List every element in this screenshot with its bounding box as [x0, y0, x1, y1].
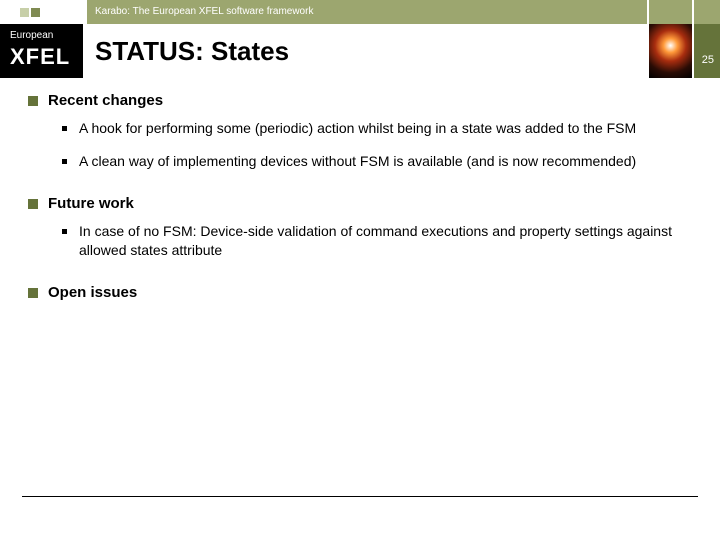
- logo-bottom-text: XFEL: [10, 44, 70, 70]
- section-title: Future work: [48, 195, 134, 212]
- logo-square-icon: [31, 8, 40, 17]
- page-number-bg: 25: [692, 24, 720, 78]
- item-text: In case of no FSM: Device-side validatio…: [79, 222, 692, 260]
- thumbnail-band: [647, 0, 692, 24]
- section-items: In case of no FSM: Device-side validatio…: [62, 222, 692, 260]
- dot-bullet-icon: [62, 229, 67, 234]
- section: Future work In case of no FSM: Device-si…: [28, 195, 692, 260]
- dot-bullet-icon: [62, 126, 67, 131]
- item-text: A hook for performing some (periodic) ac…: [79, 119, 636, 138]
- square-bullet-icon: [28, 199, 38, 209]
- thumbnail-image: [647, 24, 692, 78]
- logo: European XFEL: [0, 24, 85, 78]
- logo-accent: [0, 0, 85, 24]
- subtitle-band: Karabo: The European XFEL software frame…: [85, 0, 647, 24]
- section: Recent changes A hook for performing som…: [28, 92, 692, 171]
- section-title: Recent changes: [48, 92, 163, 109]
- section-header: Recent changes: [28, 92, 692, 109]
- section: Open issues: [28, 284, 692, 301]
- page-number-band: [692, 0, 720, 24]
- section-header: Future work: [28, 195, 692, 212]
- header: European XFEL Karabo: The European XFEL …: [0, 0, 720, 78]
- logo-block: European XFEL: [0, 0, 85, 78]
- dot-bullet-icon: [62, 159, 67, 164]
- square-bullet-icon: [28, 96, 38, 106]
- list-item: A hook for performing some (periodic) ac…: [62, 119, 692, 138]
- thumbnail-block: [647, 0, 692, 78]
- footer-rule: [22, 496, 698, 497]
- page-number: 25: [702, 54, 714, 66]
- item-text: A clean way of implementing devices with…: [79, 152, 636, 171]
- slide-title: STATUS: States: [95, 36, 289, 67]
- logo-square-icon: [20, 8, 29, 17]
- section-items: A hook for performing some (periodic) ac…: [62, 119, 692, 171]
- logo-top-text: European: [10, 30, 53, 41]
- section-title: Open issues: [48, 284, 137, 301]
- list-item: A clean way of implementing devices with…: [62, 152, 692, 171]
- square-bullet-icon: [28, 288, 38, 298]
- title-band: STATUS: States: [85, 24, 647, 78]
- subtitle-text: Karabo: The European XFEL software frame…: [95, 6, 313, 17]
- slide: European XFEL Karabo: The European XFEL …: [0, 0, 720, 540]
- section-header: Open issues: [28, 284, 692, 301]
- page-number-block: 25: [692, 0, 720, 78]
- content-area: Recent changes A hook for performing som…: [28, 92, 692, 325]
- list-item: In case of no FSM: Device-side validatio…: [62, 222, 692, 260]
